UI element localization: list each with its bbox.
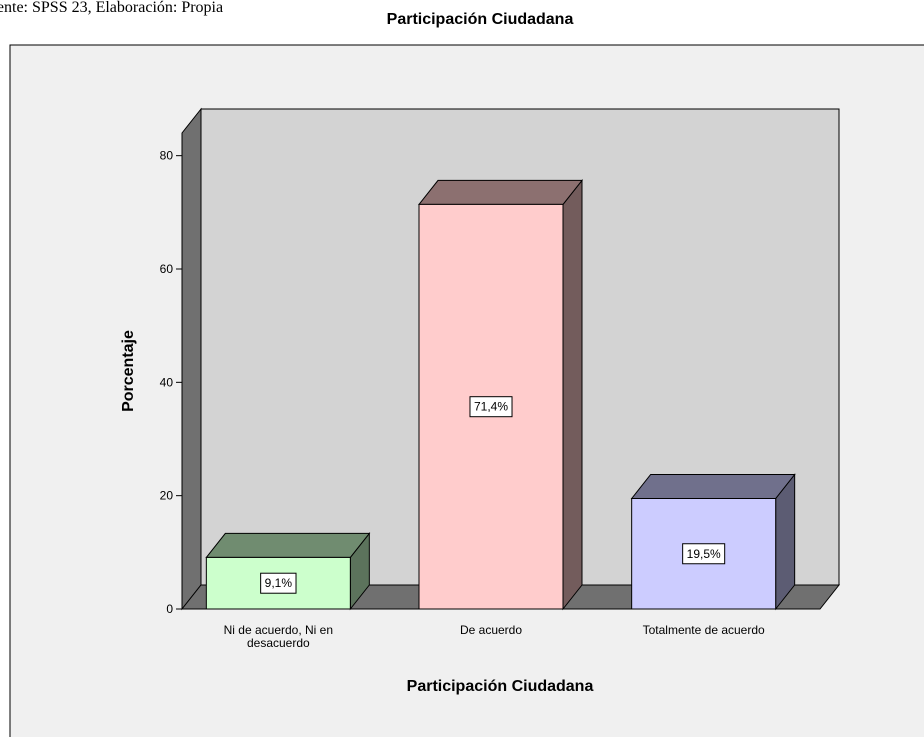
bar-top (417, 179, 584, 205)
chart-title: Participación Ciudadana (387, 11, 574, 28)
bar-top (630, 474, 796, 499)
source-note: Fuente: SPSS 23, Elaboración: Propia (0, 0, 224, 16)
y-tick-label: 0 (166, 602, 173, 616)
bar-side (562, 178, 583, 611)
value-label: 71,4% (474, 400, 508, 414)
bar-top (205, 532, 371, 558)
value-label-box (469, 396, 513, 418)
y-tick-label: 40 (160, 375, 174, 389)
y-tick-label: 20 (160, 489, 174, 503)
y-tick-label: 80 (160, 149, 174, 163)
left-wall (181, 107, 202, 611)
x-tick-label: Totalmente de acuerdo (642, 623, 765, 637)
y-tick-label: 60 (160, 262, 174, 276)
y-axis-title: Porcentaje (120, 330, 137, 412)
value-label-box (682, 543, 726, 565)
value-label: 9,1% (265, 576, 293, 590)
value-label: 19,5% (687, 547, 721, 561)
value-label-box (260, 572, 297, 594)
x-axis-title: Participación Ciudadana (407, 678, 594, 695)
x-tick-label: Ni de acuerdo, Ni en desacuerdo (223, 623, 334, 650)
x-tick-label: De acuerdo (459, 623, 523, 637)
